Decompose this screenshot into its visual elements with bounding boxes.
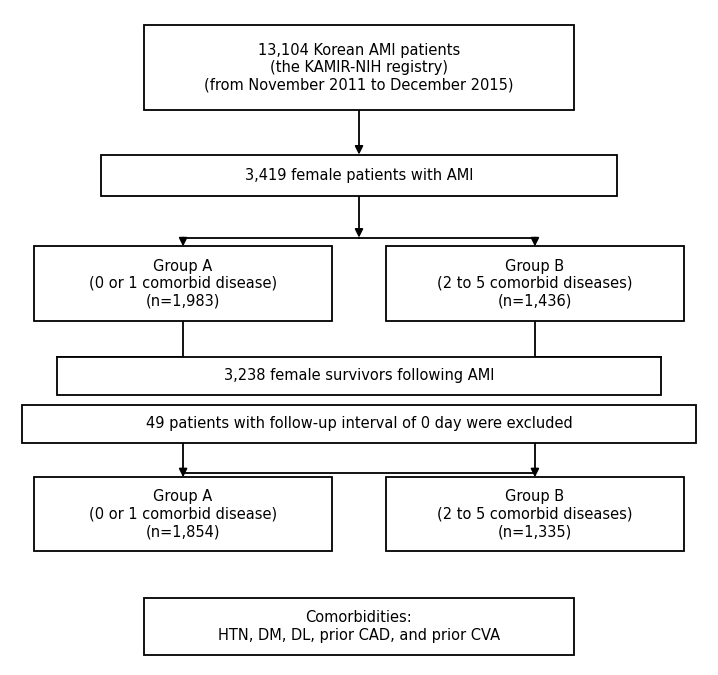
Bar (34, 477, 332, 551)
Text: Group A
(0 or 1 comorbid disease)
(n=1,983): Group A (0 or 1 comorbid disease) (n=1,9… (89, 259, 277, 308)
Text: 49 patients with follow-up interval of 0 day were excluded: 49 patients with follow-up interval of 0… (146, 416, 572, 431)
Text: Comorbidities:
HTN, DM, DL, prior CAD, and prior CVA: Comorbidities: HTN, DM, DL, prior CAD, a… (218, 610, 500, 643)
Text: 3,238 female survivors following AMI: 3,238 female survivors following AMI (224, 369, 494, 383)
Text: Group B
(2 to 5 comorbid diseases)
(n=1,335): Group B (2 to 5 comorbid diseases) (n=1,… (437, 489, 633, 539)
Bar (144, 26, 574, 110)
Bar (144, 598, 574, 655)
Bar (22, 405, 696, 443)
Text: Group B
(2 to 5 comorbid diseases)
(n=1,436): Group B (2 to 5 comorbid diseases) (n=1,… (437, 259, 633, 308)
Text: 13,104 Korean AMI patients
(the KAMIR-NIH registry)
(from November 2011 to Decem: 13,104 Korean AMI patients (the KAMIR-NI… (204, 43, 514, 92)
Bar (34, 246, 332, 321)
Bar (57, 357, 661, 396)
Bar (386, 477, 684, 551)
Bar (101, 155, 617, 196)
Text: Group A
(0 or 1 comorbid disease)
(n=1,854): Group A (0 or 1 comorbid disease) (n=1,8… (89, 489, 277, 539)
Bar (386, 246, 684, 321)
Text: 3,419 female patients with AMI: 3,419 female patients with AMI (245, 168, 473, 183)
